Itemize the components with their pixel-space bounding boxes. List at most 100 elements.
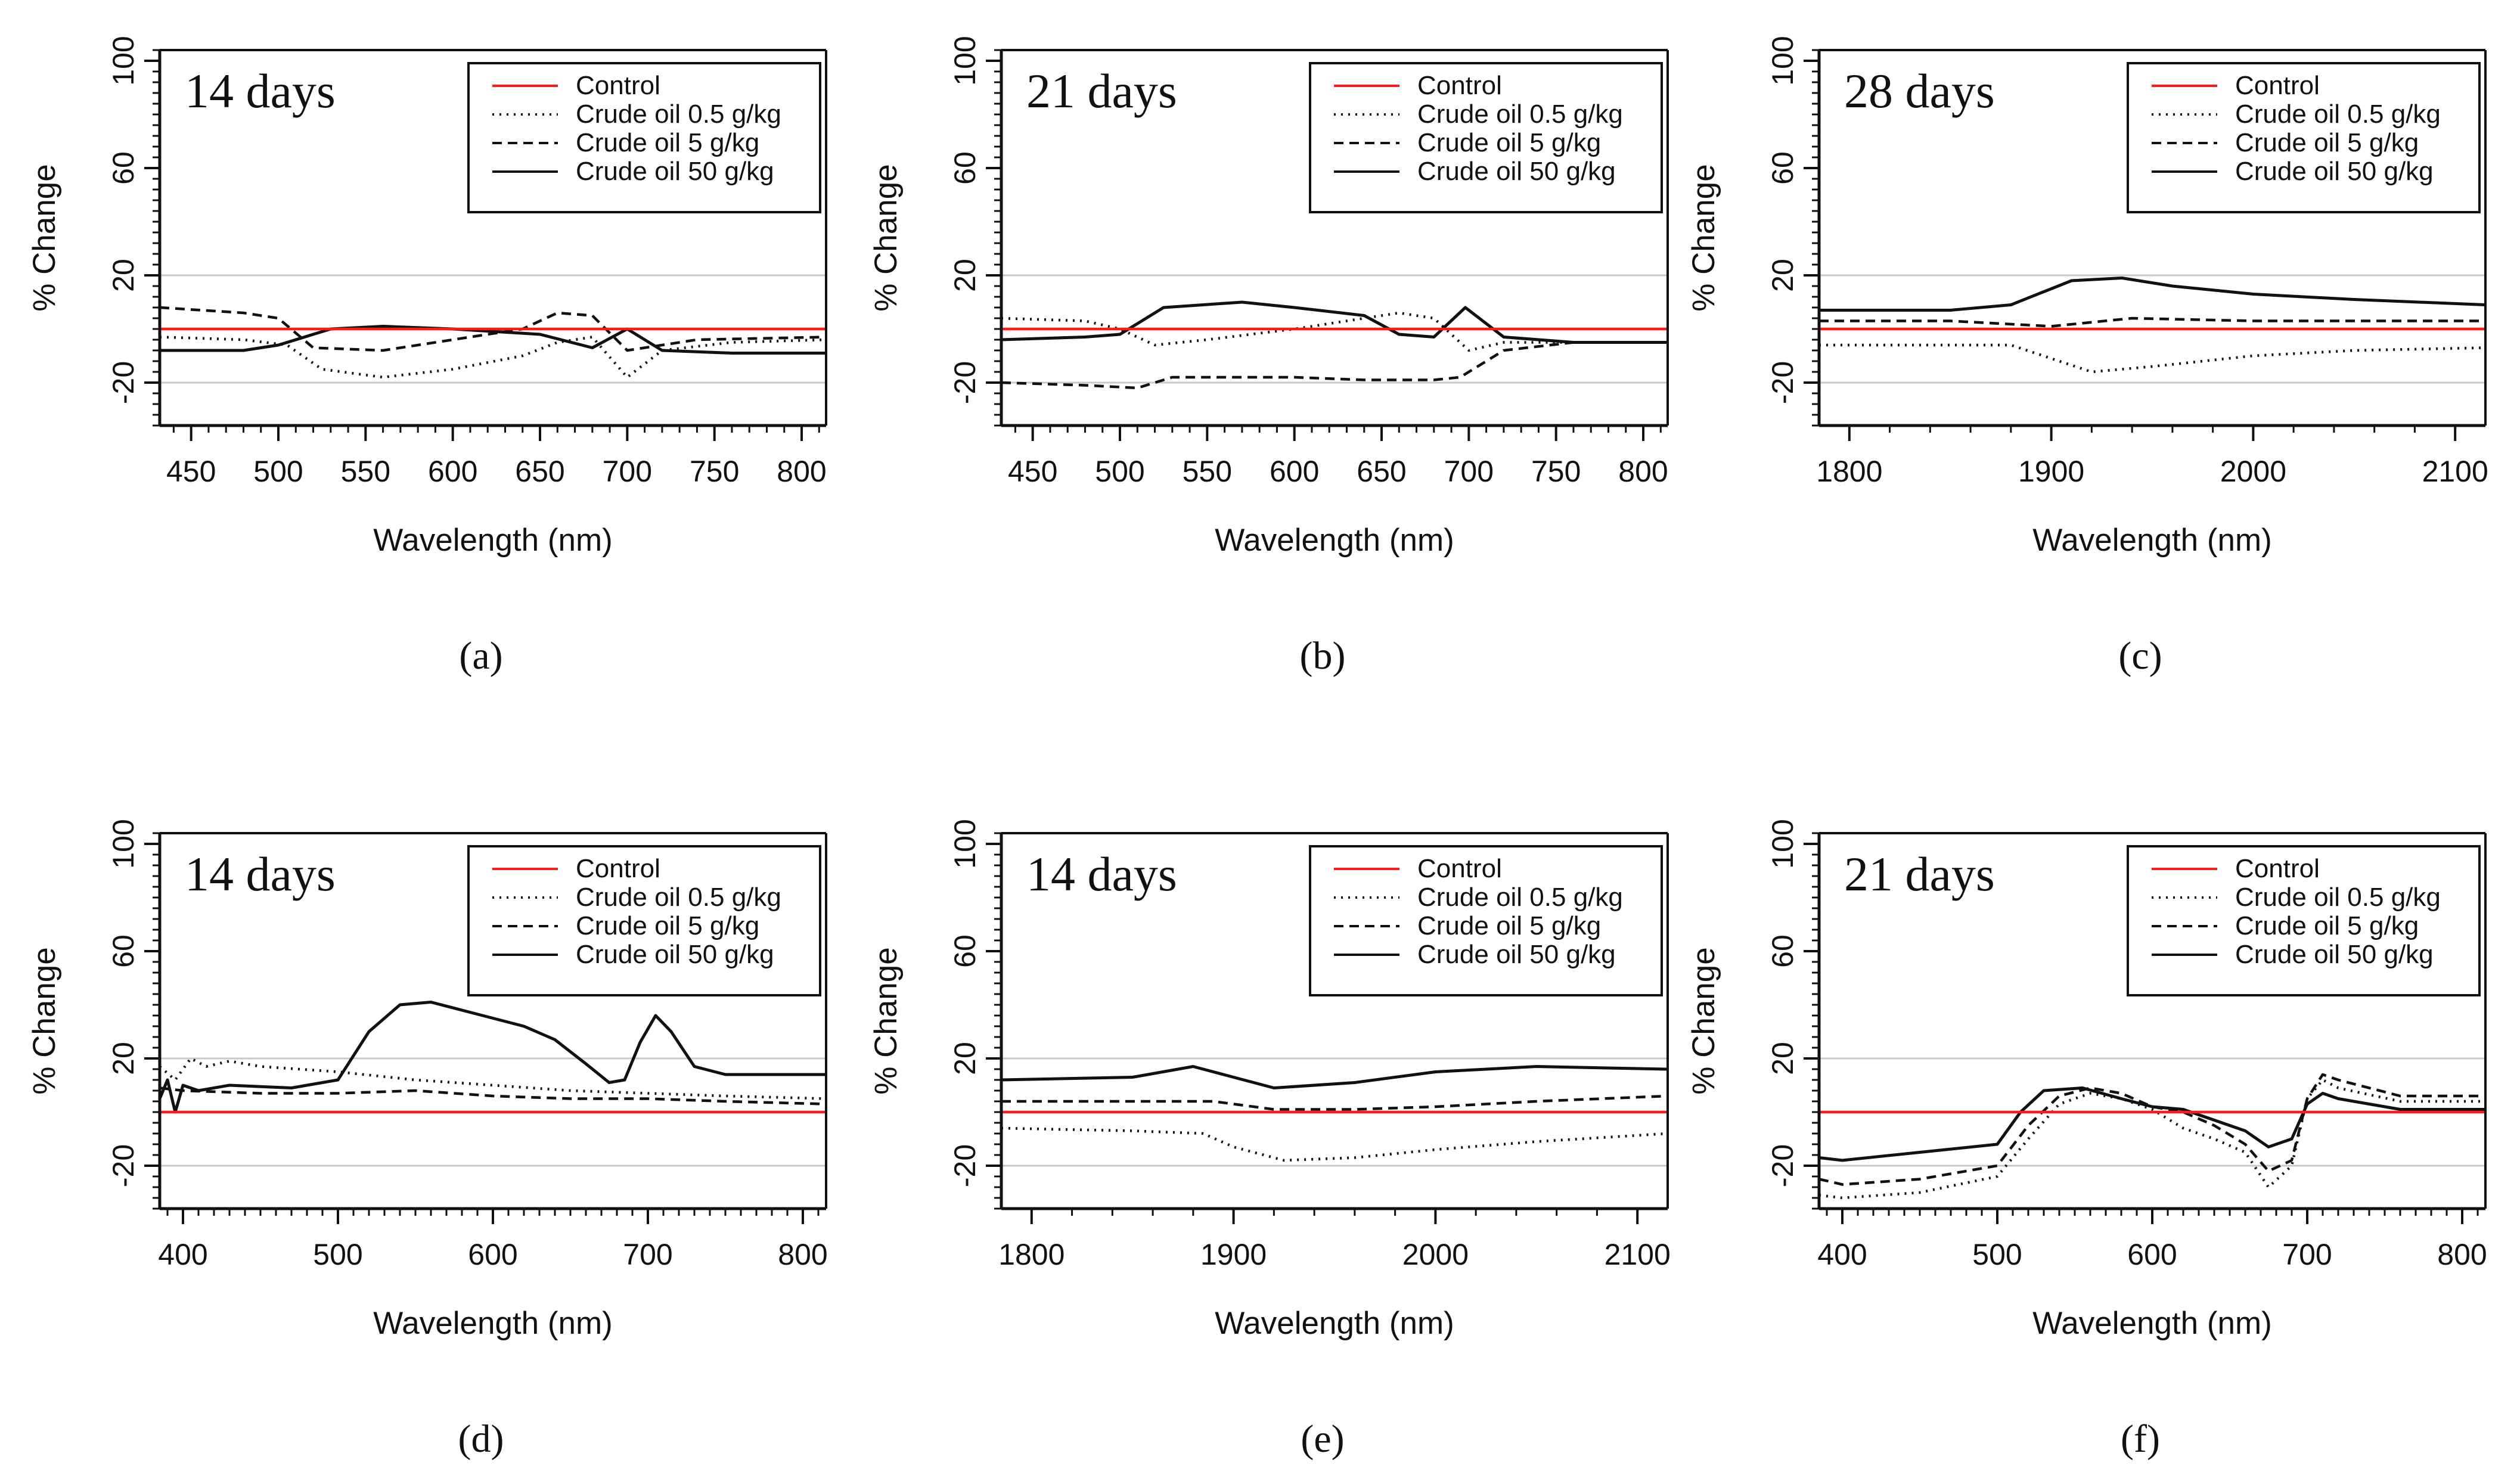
legend-label: Crude oil 5 g/kg: [2235, 128, 2419, 157]
y-tick-label: 20: [1766, 259, 1799, 292]
y-tick-label: 60: [1766, 151, 1799, 185]
legend-label: Crude oil 5 g/kg: [576, 128, 759, 157]
series-line-crude-oil-5: [159, 1086, 827, 1106]
series-line-crude-oil-5: [1001, 341, 1668, 390]
series-line-crude-oil-0-5: [1001, 1126, 1668, 1162]
y-tick-label: -20: [1766, 1144, 1799, 1187]
y-tick-label: 20: [107, 1042, 140, 1075]
legend-label: Crude oil 50 g/kg: [576, 157, 774, 186]
y-tick-label: 20: [948, 259, 982, 292]
y-tick-label: 20: [948, 1042, 982, 1075]
legend-label: Crude oil 0.5 g/kg: [576, 100, 781, 129]
legend-label: Crude oil 0.5 g/kg: [576, 883, 781, 912]
panel-title: 28 days: [1844, 64, 1995, 118]
chart-panel-1: 450 500 550 600 650 700 750 800 -20 20 60 100 Wavele…: [27, 36, 827, 678]
chart-panel-6: 400 500 600 700 800 -20 20 60 100 Wavelength (nm)…: [1686, 819, 2487, 1461]
legend-label: Crude oil 5 g/kg: [1417, 128, 1601, 157]
x-tick-label: 800: [1618, 455, 1668, 488]
series-line-crude-oil-0-5: [1818, 1078, 2485, 1200]
y-tick-label: 100: [107, 819, 140, 868]
series-line-crude-oil-5: [159, 306, 827, 352]
x-tick-label: 600: [2127, 1238, 2177, 1271]
x-tick-label: 700: [603, 455, 652, 488]
y-tick-label: 100: [107, 36, 140, 85]
series-line-crude-oil-0-5: [159, 336, 827, 379]
legend-label: Crude oil 50 g/kg: [1417, 157, 1616, 186]
x-tick-label: 800: [777, 455, 826, 488]
x-tick-label: 2100: [2422, 455, 2488, 488]
y-axis-title: % Change: [868, 164, 904, 312]
chart-panel-4: 400 500 600 700 800 -20 20 60 100 Wavelength (nm)…: [27, 819, 828, 1461]
panel-caption: (d): [458, 1417, 504, 1461]
x-tick-label: 2000: [2220, 455, 2286, 488]
y-tick-label: 20: [1766, 1042, 1799, 1075]
panel-title: 14 days: [185, 847, 336, 901]
y-tick-label: 60: [107, 151, 140, 185]
x-tick-label: 600: [1270, 455, 1319, 488]
x-axis-title: Wavelength (nm): [373, 523, 613, 558]
chart-panel-2: 450 500 550 600 650 700 750 800 -20 20 60 100 Wavele…: [868, 36, 1669, 678]
x-tick-label: 800: [778, 1238, 827, 1271]
x-tick-label: 650: [515, 455, 564, 488]
x-tick-label: 450: [166, 455, 216, 488]
x-tick-label: 550: [341, 455, 390, 488]
x-tick-label: 2100: [1605, 1238, 1671, 1271]
panel-title: 21 days: [1844, 847, 1995, 901]
panel-caption: (e): [1301, 1417, 1344, 1461]
legend-label: Control: [1417, 854, 1502, 883]
x-tick-label: 500: [1972, 1238, 2022, 1271]
legend-label: Crude oil 50 g/kg: [576, 940, 774, 969]
legend-box: [467, 62, 821, 213]
x-tick-label: 2000: [1402, 1238, 1469, 1271]
series-line-crude-oil-50: [1001, 300, 1668, 344]
legend-box: [1309, 62, 1663, 213]
x-tick-label: 1900: [1200, 1238, 1267, 1271]
series-line-crude-oil-50: [1819, 277, 2486, 312]
panel-caption: (b): [1300, 634, 1346, 678]
x-tick-label: 550: [1183, 455, 1232, 488]
series-line-crude-oil-0-5: [159, 1057, 827, 1100]
y-tick-label: -20: [1766, 361, 1799, 404]
legend-box: [2127, 62, 2481, 213]
y-tick-label: 60: [107, 934, 140, 968]
x-tick-label: 500: [253, 455, 303, 488]
series-line-crude-oil-50: [1818, 1086, 2485, 1162]
series-line-crude-oil-50: [158, 1001, 826, 1114]
y-tick-label: -20: [948, 1144, 982, 1187]
y-axis-title: % Change: [1686, 164, 1721, 312]
legend-label: Crude oil 0.5 g/kg: [2235, 100, 2441, 129]
series-line-crude-oil-5: [1001, 1094, 1668, 1111]
y-axis-title: % Change: [1686, 947, 1721, 1095]
legend-label: Crude oil 50 g/kg: [2235, 157, 2434, 186]
panel-caption: (a): [459, 634, 502, 678]
panel-caption: (c): [2118, 634, 2162, 678]
legend-box: [467, 845, 821, 996]
legend-label: Crude oil 0.5 g/kg: [2235, 883, 2441, 912]
x-tick-label: 400: [158, 1238, 207, 1271]
x-tick-label: 1900: [2018, 455, 2084, 488]
y-tick-label: -20: [107, 361, 140, 404]
chart-panel-5: 1800 1900 2000 2100 -20 20 60 100 Wavelength (nm…: [868, 819, 1671, 1461]
y-axis-title: % Change: [27, 947, 62, 1095]
y-tick-label: 60: [948, 934, 982, 968]
x-tick-label: 1800: [998, 1238, 1065, 1271]
x-axis-title: Wavelength (nm): [1215, 523, 1454, 558]
y-axis-title: % Change: [27, 164, 62, 312]
x-axis-title: Wavelength (nm): [1215, 1306, 1454, 1341]
legend-label: Control: [2235, 71, 2320, 100]
x-tick-label: 650: [1357, 455, 1406, 488]
legend-label: Crude oil 5 g/kg: [1417, 911, 1601, 940]
legend-label: Crude oil 50 g/kg: [2235, 940, 2434, 969]
x-tick-label: 750: [1531, 455, 1581, 488]
legend-label: Control: [1417, 71, 1502, 100]
y-tick-label: -20: [107, 1144, 140, 1187]
x-tick-label: 600: [428, 455, 477, 488]
legend-box: [2127, 845, 2481, 996]
x-tick-label: 1800: [1816, 455, 1882, 488]
panel-title: 14 days: [1026, 847, 1177, 901]
series-line-crude-oil-50: [160, 325, 826, 355]
legend-label: Crude oil 50 g/kg: [1417, 940, 1616, 969]
x-tick-label: 800: [2437, 1238, 2487, 1271]
legend-label: Crude oil 0.5 g/kg: [1417, 100, 1623, 129]
x-axis-title: Wavelength (nm): [2032, 523, 2272, 558]
